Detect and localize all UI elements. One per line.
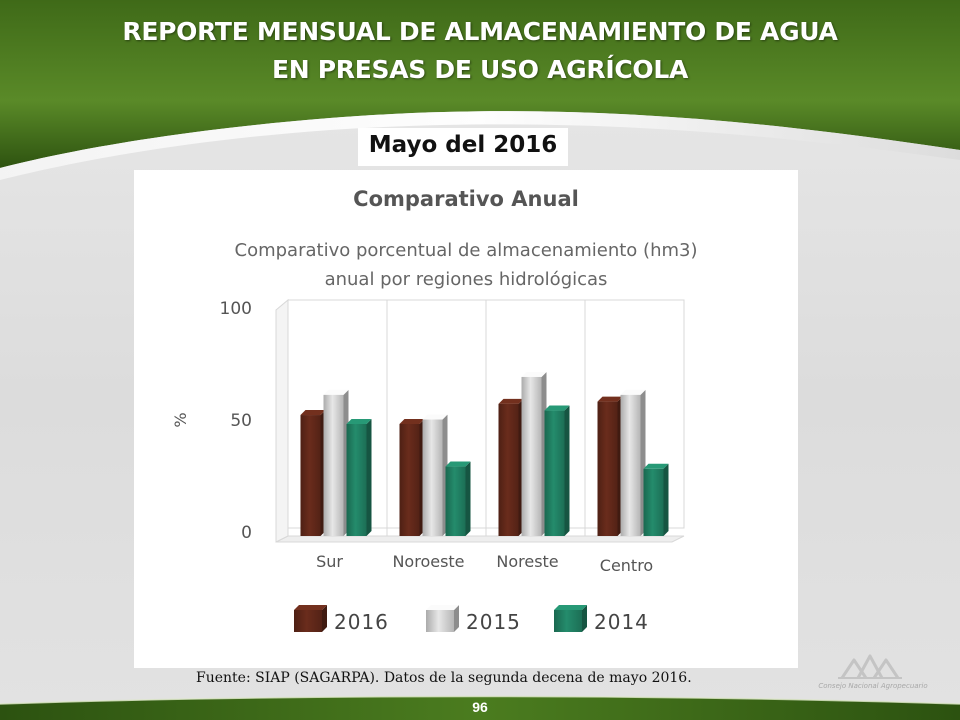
cna-logo-icon [838,654,902,679]
plot-floor [275,535,685,543]
bar-top [422,414,448,420]
bar-top [346,419,372,424]
bar-2014-sur [346,424,367,536]
legend-swatch-side [454,605,459,632]
bar-top [498,398,524,404]
legend-swatch-2014 [554,610,582,632]
legend-swatch-2016 [294,610,322,632]
period-box: Mayo del 2016 [358,128,568,166]
chart-title-line-2: anual por regiones hidrológicas [325,269,608,290]
logo-caption: Consejo Nacional Agropecuario [818,682,928,690]
bar-side [366,419,372,536]
legend-swatch-2015 [426,610,454,632]
legend-swatch-top [294,605,327,610]
bar-2015-noroeste [422,419,443,536]
bar-top [300,410,326,416]
bar-side [564,405,570,536]
category-label: Noreste [496,552,558,571]
bar-top [323,389,349,395]
bar-2014-noroeste [445,466,466,536]
header-swoosh [0,111,960,180]
legend-swatch-side [582,605,587,632]
bar-chart: Comparativo Anual Comparativo porcentual … [171,187,698,634]
footer-band [0,696,960,720]
plot-left-wall [275,298,289,543]
category-label: Noroeste [392,552,464,571]
chart-heading: Comparativo Anual [353,187,579,211]
bar-2015-noreste [521,376,542,536]
bar-top [620,389,646,395]
bar-top [521,371,547,377]
bar-2015-sur [323,394,344,536]
bar-top [399,419,425,424]
bar-side [663,463,669,536]
category-label: Sur [316,552,343,571]
y-axis-label: % [171,412,190,427]
bar-2016-noreste [498,403,519,536]
source-note: Fuente: SIAP (SAGARPA). Datos de la segu… [196,670,692,686]
chart-panel: Comparativo Anual Comparativo porcentual … [134,170,798,668]
legend-label-2015: 2015 [466,610,521,634]
y-tick-label: 100 [220,299,252,319]
report-title-line-2: EN PRESAS DE USO AGRÍCOLA [271,55,688,84]
bar-2014-centro [643,468,664,536]
category-label: Centro [600,556,653,575]
footer-highlight [0,695,960,705]
y-tick-label: 50 [230,411,252,431]
bar-side [465,461,471,536]
legend-label-2016: 2016 [334,610,389,634]
chart-title-line-1: Comparativo porcentual de almacenamiento… [235,240,698,261]
header-band [0,0,960,168]
bar-2014-noreste [544,410,565,536]
cna-logo: Consejo Nacional Agropecuario [798,644,948,700]
bar-2016-centro [597,401,618,536]
legend-swatch-top [426,605,459,610]
bar-top [445,461,471,467]
bar-top [544,405,570,411]
bar-top [643,463,669,469]
bar-top [597,396,623,402]
report-title-line-1: REPORTE MENSUAL DE ALMACENAMIENTO DE AGU… [122,17,838,46]
legend-swatch-side [322,605,327,632]
bar-2016-sur [300,415,321,536]
page-number: 96 [472,699,488,715]
legend-swatch-top [554,605,587,610]
period-label: Mayo del 2016 [368,132,558,158]
bar-2016-noroeste [399,424,420,536]
legend-label-2014: 2014 [594,610,649,634]
bar-2015-centro [620,394,641,536]
y-tick-label: 0 [241,523,252,543]
